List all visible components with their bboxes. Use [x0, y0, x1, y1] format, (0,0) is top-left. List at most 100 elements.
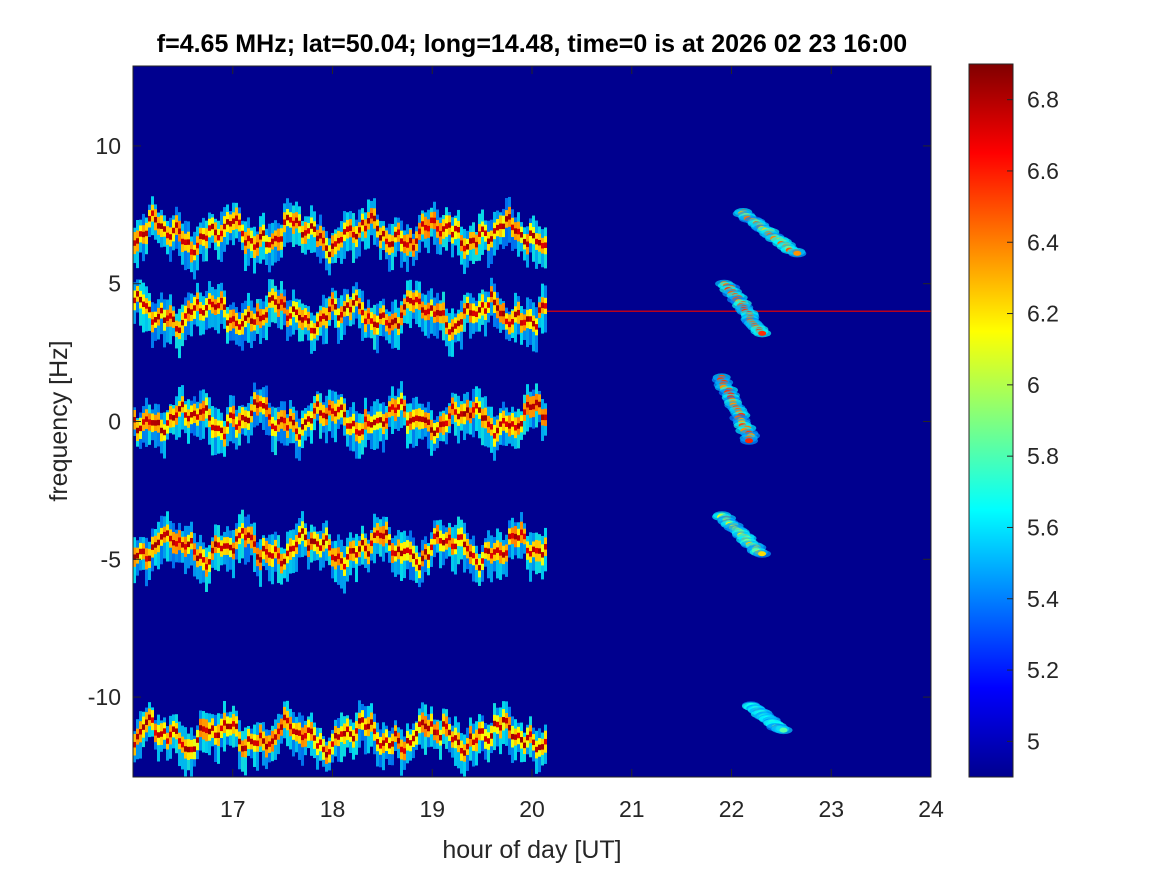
- trace-core: [334, 304, 337, 310]
- trace-core: [466, 303, 469, 309]
- trace-core: [397, 323, 400, 329]
- trace-core: [133, 297, 136, 304]
- trace-core: [328, 251, 331, 258]
- trace-core: [178, 228, 181, 234]
- trace-core: [376, 417, 379, 424]
- trace-core: [226, 320, 229, 326]
- colorbar-tick-label: 6.2: [1027, 301, 1059, 327]
- trace-core: [334, 241, 337, 247]
- trace-core: [259, 234, 262, 240]
- trace-core: [469, 238, 472, 244]
- trace-core: [175, 222, 178, 228]
- x-tick-label: 23: [818, 796, 844, 822]
- trace-core: [376, 738, 379, 745]
- trace-core: [145, 230, 148, 237]
- trace-core: [415, 730, 418, 737]
- trace-core: [244, 315, 247, 321]
- trace-core: [169, 535, 172, 542]
- trace-core: [466, 244, 469, 250]
- trace-core: [481, 415, 484, 421]
- trace-core: [235, 215, 238, 222]
- trace-core: [142, 724, 145, 730]
- trace-core: [268, 242, 271, 248]
- trace-core: [361, 428, 364, 435]
- trace-core: [229, 723, 232, 730]
- trace-core: [310, 327, 313, 334]
- trace-core: [148, 419, 151, 425]
- y-axis-ticks: 10 5 0 -5 -10: [88, 133, 931, 710]
- trace-core: [394, 317, 397, 324]
- trace-core: [214, 732, 217, 739]
- trace-core: [493, 228, 496, 234]
- trace-core: [136, 427, 139, 434]
- trace-core: [307, 318, 310, 324]
- trace-core: [484, 308, 487, 314]
- trace-core: [151, 210, 154, 216]
- trace-core: [493, 720, 496, 727]
- trace-core: [379, 417, 382, 423]
- trace-core: [478, 307, 481, 313]
- trace-core: [319, 316, 322, 322]
- trace-core: [508, 321, 511, 328]
- trace-core: [358, 718, 361, 724]
- trace-core: [343, 306, 346, 312]
- trace-core: [490, 424, 493, 430]
- trace-core: [439, 310, 442, 317]
- trace-core: [145, 416, 148, 422]
- trace-core: [307, 228, 310, 234]
- trace-core: [352, 735, 355, 742]
- trace-core: [190, 746, 193, 753]
- trace-core: [433, 430, 436, 437]
- trace-core: [388, 406, 391, 413]
- trace-core: [460, 747, 463, 754]
- trace-core: [373, 215, 376, 222]
- trace-core: [445, 322, 448, 328]
- trace-core: [250, 238, 253, 244]
- trace-core: [259, 401, 262, 407]
- trace-core: [358, 546, 361, 552]
- trace-core: [337, 406, 340, 413]
- trace-core: [157, 419, 160, 426]
- trace-core: [445, 223, 448, 229]
- trace-core: [271, 238, 274, 245]
- trace-core: [529, 551, 532, 557]
- trace-core: [301, 317, 304, 323]
- colorbar-tick-label: 6: [1027, 372, 1040, 398]
- trace-core: [367, 551, 370, 557]
- trace-core: [160, 534, 163, 540]
- trace-core: [304, 733, 307, 739]
- trace-core: [496, 305, 499, 311]
- trace-core: [514, 311, 517, 318]
- trace-core: [367, 218, 370, 224]
- trace-core: [331, 299, 334, 305]
- trace-core: [208, 559, 211, 565]
- trace-core: [433, 729, 436, 736]
- trace-core: [355, 728, 358, 734]
- trace-core: [400, 746, 403, 753]
- trace-core: [199, 233, 202, 239]
- trace-core: [325, 752, 328, 758]
- trace-core: [445, 538, 448, 544]
- trace-core: [340, 731, 343, 737]
- trace-core: [145, 556, 148, 562]
- trace-core: [478, 407, 481, 413]
- trace-core: [508, 214, 511, 220]
- trace-core: [283, 558, 286, 565]
- trace-core: [508, 423, 511, 429]
- trace-core: [166, 315, 169, 321]
- x-axis-ticks: 17 18 19 20 21 22 23 24: [220, 66, 944, 822]
- trace-core: [148, 306, 151, 313]
- trace-core: [511, 733, 514, 740]
- trace-core: [343, 563, 346, 570]
- trace-core: [301, 232, 304, 238]
- colorbar-tick-label: 5.2: [1027, 657, 1059, 683]
- trace-core: [274, 299, 277, 305]
- echo-trace: [133, 700, 547, 777]
- trace-core: [160, 731, 163, 737]
- trace-core: [478, 728, 481, 734]
- colorbar: [968, 63, 1014, 778]
- trace-core: [457, 226, 460, 233]
- trace-core: [229, 317, 232, 324]
- trace-core: [442, 721, 445, 727]
- trace-core: [256, 554, 259, 560]
